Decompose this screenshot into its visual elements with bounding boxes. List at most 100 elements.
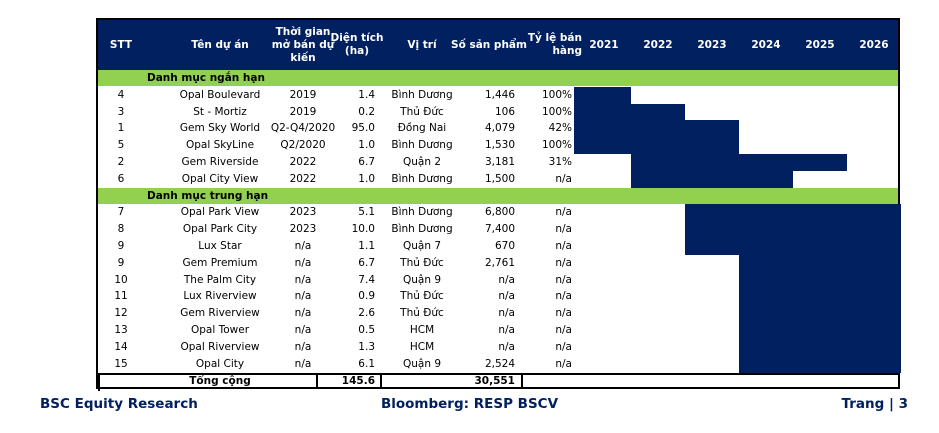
header-open-time-line-3: kiến <box>290 51 316 64</box>
header-sale-rate: Tỷ lệ bán hàng <box>526 20 582 70</box>
row-area: 0.2 <box>358 105 375 118</box>
row-project-name: Opal SkyLine <box>185 139 255 152</box>
gantt-bar <box>739 355 901 373</box>
gantt-bar <box>574 86 631 105</box>
row-open-time: n/a <box>294 256 312 269</box>
gantt-bar <box>739 305 901 323</box>
gantt-bar <box>739 338 901 357</box>
row-location: HCM <box>409 340 435 353</box>
row-products: n/a <box>498 340 515 353</box>
row-area: 1.0 <box>358 172 375 185</box>
row-open-time: Q2/2020 <box>280 139 326 152</box>
row-open-time: n/a <box>294 290 312 303</box>
row-products: 2,524 <box>484 357 515 370</box>
header-open-time-line-2: mở bán dự <box>271 38 335 51</box>
row-project-name: Opal Park City <box>182 223 258 236</box>
row-stt: 8 <box>117 223 125 236</box>
total-row: Tổng cộng 145.6 30,551 <box>98 373 898 391</box>
row-location: Quận 7 <box>402 240 442 252</box>
row-products: 7,400 <box>484 223 515 236</box>
gantt-bar <box>574 103 685 121</box>
total-products: 30,551 <box>474 375 515 387</box>
row-area: 6.1 <box>358 357 375 370</box>
row-project-name: Opal Riverview <box>180 340 260 353</box>
row-open-time: 2019 <box>289 105 317 118</box>
gantt-bar <box>574 120 739 138</box>
row-project-name: Opal Boulevard <box>179 88 261 101</box>
row-area: 1.4 <box>358 88 375 101</box>
header-year: 2024 <box>751 38 781 51</box>
row-project-name: Opal City View <box>181 172 259 185</box>
header-open-time: Thời gian mở bán dự kiến <box>256 20 350 70</box>
row-stt: 9 <box>117 256 125 269</box>
row-open-time: n/a <box>294 340 312 353</box>
section-header: Danh mục trung hạn <box>98 187 898 204</box>
gantt-bar <box>739 322 901 340</box>
row-products: n/a <box>498 290 515 303</box>
row-open-time: 2022 <box>289 172 317 185</box>
row-stt: 4 <box>117 88 125 101</box>
row-area: 0.9 <box>358 290 375 303</box>
total-divider-3 <box>521 373 523 389</box>
row-open-time: 2023 <box>289 223 317 236</box>
header-year: 2021 <box>589 38 619 51</box>
gantt-bar <box>631 154 847 172</box>
header-year: 2022 <box>643 38 673 51</box>
row-products: n/a <box>498 324 515 336</box>
row-area: 1.3 <box>358 340 375 353</box>
row-sale-rate: 100% <box>541 139 572 152</box>
header-area-line-1: Diện tích <box>330 32 384 44</box>
row-project-name: Gem Sky World <box>179 122 261 135</box>
gantt-bar <box>631 170 793 189</box>
row-location: Bình Dương <box>391 206 453 219</box>
row-location: Thủ Đức <box>400 256 444 269</box>
row-project-name: Lux Star <box>198 240 242 252</box>
row-location: Bình Dương <box>391 139 453 152</box>
row-products: 1,530 <box>484 139 515 152</box>
row-stt: 2 <box>117 156 125 168</box>
table-header: STT Tên dự án Thời gian mở bán dự kiến D… <box>98 20 898 70</box>
gantt-bar <box>685 238 901 256</box>
row-products: n/a <box>498 307 515 320</box>
footer-left: BSC Equity Research <box>40 396 198 412</box>
row-project-name: The Palm City <box>183 273 257 286</box>
header-sale-rate-line-1: Tỷ lệ bán <box>527 32 582 44</box>
project-timeline-table: STT Tên dự án Thời gian mở bán dự kiến D… <box>96 18 901 391</box>
row-project-name: Gem Premium <box>182 256 258 269</box>
row-products: 1,500 <box>484 172 515 185</box>
row-area: 1.1 <box>358 240 375 252</box>
row-sale-rate: n/a <box>555 307 572 320</box>
row-stt: 7 <box>117 206 125 219</box>
row-sale-rate: n/a <box>555 223 572 236</box>
footer-right: Trang | 3 <box>841 396 909 412</box>
gantt-bar <box>739 288 901 306</box>
row-sale-rate: n/a <box>555 240 572 252</box>
row-location: Bình Dương <box>391 223 453 236</box>
row-sale-rate: 42% <box>548 122 572 135</box>
header-year: 2023 <box>697 38 727 51</box>
gantt-bar <box>685 221 901 239</box>
row-project-name: Opal City <box>195 357 245 370</box>
row-products: 106 <box>494 105 515 118</box>
row-sale-rate: n/a <box>555 172 572 185</box>
gantt-bar <box>739 254 901 273</box>
row-products: 2,761 <box>484 256 515 269</box>
row-products: 6,800 <box>484 206 515 219</box>
row-stt: 6 <box>117 172 125 185</box>
row-location: Thủ Đức <box>400 290 444 303</box>
row-open-time: 2019 <box>289 88 317 101</box>
row-open-time: 2023 <box>289 206 317 219</box>
row-area: 10.0 <box>351 223 375 236</box>
header-sale-rate-line-2: hàng <box>552 45 582 57</box>
section-title: Danh mục ngắn hạn <box>147 72 265 84</box>
row-project-name: Opal Tower <box>190 324 250 336</box>
row-open-time: n/a <box>294 273 312 286</box>
row-location: Thủ Đức <box>400 105 444 118</box>
gantt-bar <box>685 204 901 222</box>
row-stt: 9 <box>117 240 125 252</box>
row-stt: 5 <box>117 139 125 152</box>
row-project-name: Opal Park View <box>180 206 260 219</box>
row-project-name: Gem Riverside <box>181 156 259 168</box>
row-area: 1.0 <box>358 139 375 152</box>
row-products: 4,079 <box>484 122 515 135</box>
